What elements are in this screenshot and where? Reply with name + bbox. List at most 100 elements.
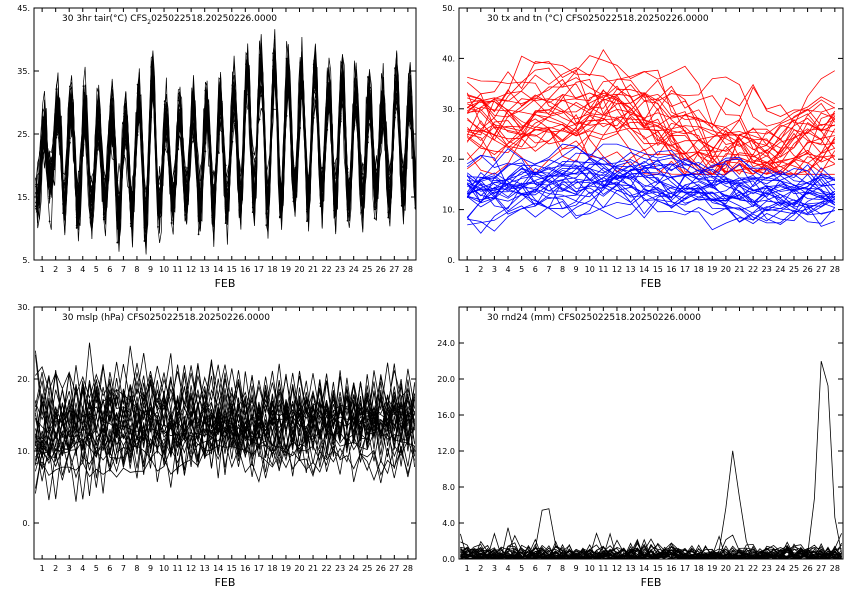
tn-series-28 [466, 154, 835, 211]
tn-series-13 [467, 172, 836, 231]
tx-series-16 [466, 55, 835, 175]
y-tick-label: 4.0 [442, 519, 455, 528]
x-tick-label: 25 [789, 265, 799, 274]
tx-series-24 [466, 78, 835, 175]
mslp-series-25 [35, 386, 415, 484]
chart-panel-1: 5.15.25.35.45.1 2 3 4 5 6 7 8 9 10 11 12 13 14 15 16 17 1… [17, 4, 417, 290]
temperature-point [211, 214, 214, 217]
x-tick-label: 8 [134, 265, 139, 274]
y-tick-label: 50. [442, 4, 455, 13]
tx-series-17 [467, 83, 836, 129]
temperature-point [35, 192, 37, 195]
x-tick-label: 9 [148, 564, 153, 573]
x-tick-label: 7 [546, 265, 551, 274]
temperature-point [197, 233, 200, 236]
x-tick-label: 7 [121, 564, 126, 573]
temperature-point [109, 140, 112, 143]
x-tick-label: 5 [94, 564, 99, 573]
y-tick-label: 0. [447, 256, 455, 265]
rain-series-2 [460, 360, 842, 559]
x-tick-label: 20 [721, 265, 731, 274]
x-tick-label: 19 [281, 265, 291, 274]
plot-area [466, 49, 836, 234]
temperature-point [373, 208, 376, 211]
x-tick-label: 10 [585, 564, 595, 573]
x-tick-label: 3 [67, 265, 72, 274]
x-tick-label: 24 [775, 265, 785, 274]
x-tick-label: 18 [267, 265, 277, 274]
tx-series-15 [466, 92, 835, 157]
x-tick-label: 23 [335, 564, 345, 573]
temperature-point [319, 186, 322, 189]
x-axis-label: FEB [641, 576, 662, 589]
x-tick-label: 2 [53, 564, 58, 573]
temperature-point [170, 222, 173, 224]
mslp-series-19 [35, 394, 415, 489]
x-axis-label: FEB [215, 576, 236, 589]
temperature-point [400, 166, 403, 168]
x-tick-label: 9 [574, 265, 579, 274]
mslp-series-30 [35, 396, 415, 472]
x-tick-label: 25 [789, 564, 799, 573]
tx-series-22 [466, 97, 836, 175]
x-tick-label: 13 [625, 564, 635, 573]
x-tick-label: 5 [519, 564, 524, 573]
tx-series-8 [467, 65, 836, 151]
y-tick-label: 30. [17, 303, 30, 312]
plot-area [35, 29, 416, 255]
x-tick-label: 28 [403, 564, 413, 573]
x-tick-label: 7 [546, 564, 551, 573]
temperature-point [129, 222, 132, 225]
x-tick-label: 3 [492, 265, 497, 274]
x-tick-label: 23 [762, 564, 772, 573]
temperature-point [48, 220, 51, 223]
x-tick-label: 20 [721, 564, 731, 573]
x-tick-label: 11 [598, 265, 608, 274]
x-tick-label: 19 [281, 564, 291, 573]
temperature-point [373, 217, 376, 220]
x-tick-label: 28 [403, 265, 413, 274]
y-tick-label: 5. [22, 256, 30, 265]
y-tick-label: 15. [17, 193, 30, 202]
x-tick-label: 12 [186, 564, 196, 573]
mslp-series-23 [35, 379, 415, 464]
x-tick-label: 4 [505, 265, 510, 274]
chart-panel-2: 0.10.20.30.40.50.1 2 3 4 5 6 7 8 9 10 11 12 13 14 15 16… [442, 4, 844, 290]
temperature-point [68, 85, 71, 88]
x-tick-label: 1 [465, 265, 470, 274]
y-tick-label: 16.0 [437, 411, 455, 420]
x-tick-label: 21 [308, 564, 318, 573]
temperature-point [184, 209, 186, 211]
x-tick-label: 5 [94, 265, 99, 274]
tx-series-29 [466, 81, 836, 175]
title-subscript: 2 [147, 19, 151, 26]
x-tick-label: 2 [478, 564, 483, 573]
x-tick-label: 8 [560, 564, 565, 573]
tx-series-28 [466, 61, 835, 127]
y-tick-label: 35. [17, 67, 30, 76]
y-tick-label: 25. [17, 130, 30, 139]
temperature-point [407, 116, 410, 119]
x-tick-label: 11 [172, 564, 182, 573]
tn-series-21 [467, 157, 836, 206]
temperature-point [218, 152, 220, 154]
x-tick-label: 18 [267, 564, 277, 573]
title-text-rest: 025022518.20250226.0000 [151, 14, 277, 24]
mslp-series-29 [35, 391, 415, 464]
y-tick-label: 45. [17, 4, 30, 13]
x-tick-label: 25 [362, 265, 372, 274]
x-tick-label: 20 [294, 265, 304, 274]
temperature-point [258, 118, 261, 121]
x-tick-label: 11 [172, 265, 182, 274]
y-tick-label: 30. [442, 105, 455, 114]
x-tick-label: 16 [240, 564, 250, 573]
mslp-series-10 [35, 393, 415, 459]
x-tick-label: 12 [186, 265, 196, 274]
x-tick-label: 17 [254, 265, 264, 274]
tx-series-21 [467, 79, 836, 155]
temperature-point [170, 208, 173, 210]
x-tick-label: 3 [492, 564, 497, 573]
x-tick-label: 10 [585, 265, 595, 274]
x-tick-label: 13 [625, 265, 635, 274]
x-tick-label: 10 [159, 265, 169, 274]
